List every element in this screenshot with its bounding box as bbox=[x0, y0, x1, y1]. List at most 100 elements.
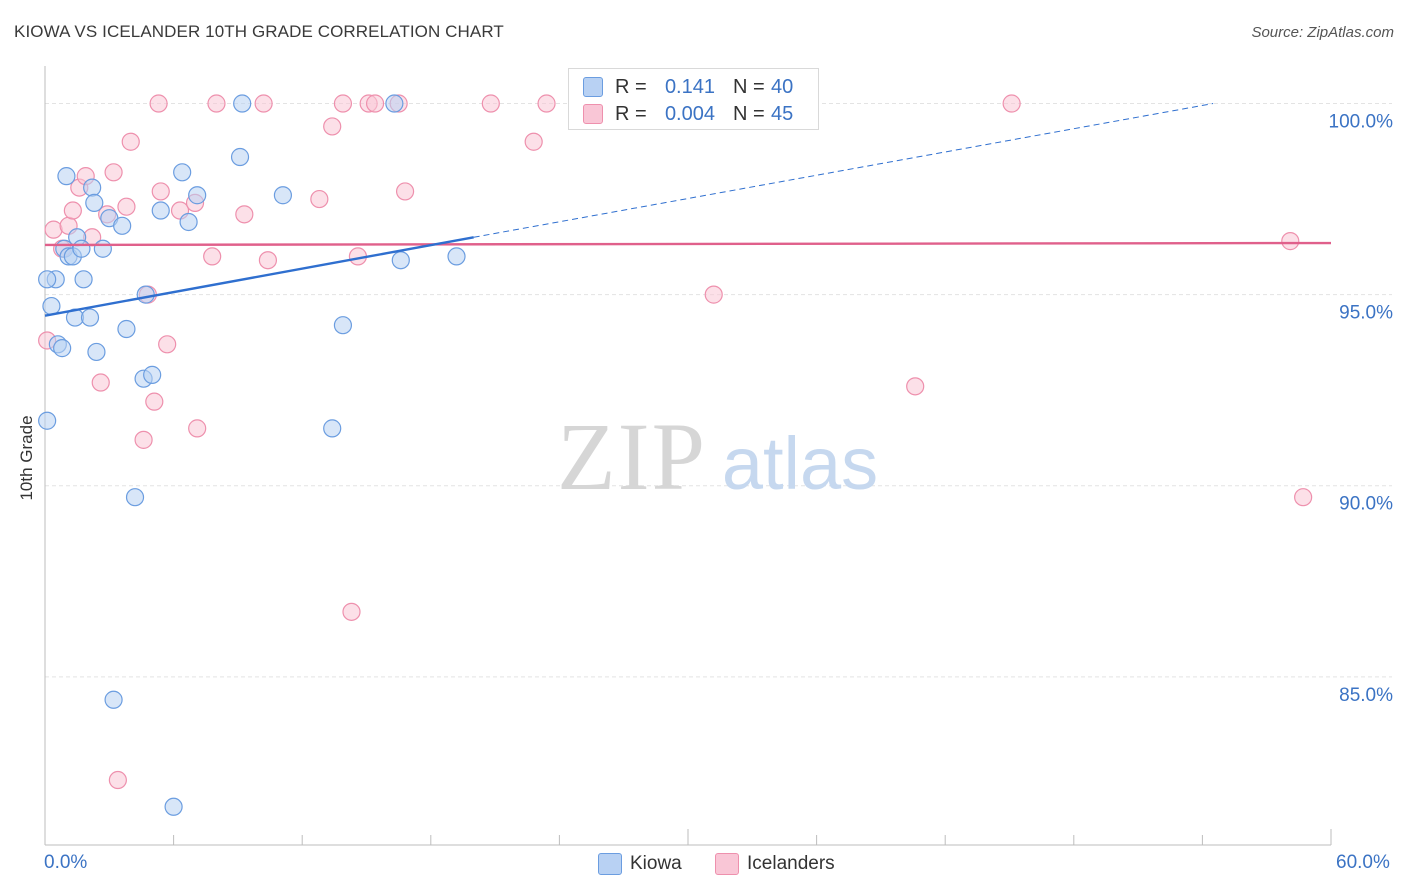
icelanders-point bbox=[258, 251, 278, 270]
kiowa-point bbox=[143, 365, 162, 384]
kiowa-n-value: 40 bbox=[771, 75, 794, 98]
kiowa-point bbox=[173, 163, 192, 182]
icelanders-point bbox=[203, 247, 222, 266]
kiowa-point bbox=[188, 186, 207, 205]
kiowa-point bbox=[233, 94, 252, 113]
icelanders-point bbox=[524, 132, 543, 151]
icelanders-trend-line bbox=[44, 241, 1332, 247]
kiowa-point bbox=[323, 419, 342, 438]
kiowa-point bbox=[57, 167, 76, 186]
kiowa-points bbox=[38, 94, 466, 816]
trend-lines bbox=[44, 103, 1332, 317]
legend-item-kiowa: Kiowa bbox=[598, 852, 682, 876]
kiowa-point bbox=[273, 186, 293, 205]
icelanders-point bbox=[104, 163, 123, 182]
kiowa-point bbox=[151, 201, 170, 220]
kiowa-trend-extension bbox=[473, 103, 1214, 238]
kiowa-point bbox=[104, 690, 123, 709]
y-tick-label: 90.0% bbox=[1339, 494, 1393, 515]
kiowa-point bbox=[125, 488, 145, 507]
icelanders-point bbox=[44, 220, 63, 239]
icelanders-point bbox=[254, 94, 273, 113]
icelanders-point bbox=[134, 430, 153, 449]
kiowa-point bbox=[74, 270, 93, 289]
icelanders-point bbox=[1294, 488, 1313, 507]
y-tick-label: 85.0% bbox=[1339, 685, 1393, 706]
kiowa-point bbox=[391, 251, 410, 270]
kiowa-point bbox=[83, 178, 102, 197]
kiowa-trend-line bbox=[44, 236, 474, 317]
kiowa-point bbox=[164, 797, 183, 816]
n-label: N = bbox=[733, 75, 765, 98]
kiowa-point bbox=[113, 216, 132, 235]
icelanders-point bbox=[323, 117, 342, 136]
kiowa-point bbox=[53, 339, 72, 358]
icelanders-point bbox=[188, 419, 207, 438]
icelanders-point bbox=[63, 201, 82, 220]
icelanders-point bbox=[108, 770, 127, 790]
legend-item-icelanders: Icelanders bbox=[715, 852, 835, 876]
gridlines bbox=[45, 103, 1392, 678]
icelanders-legend-label: Icelanders bbox=[747, 853, 835, 874]
axis-ticks bbox=[44, 829, 1332, 845]
icelanders-point bbox=[151, 182, 170, 201]
icelanders-point bbox=[149, 94, 168, 113]
icelanders-point bbox=[1281, 232, 1300, 251]
kiowa-point bbox=[85, 193, 104, 212]
kiowa-point bbox=[80, 308, 100, 327]
x-tick-label-min: 0.0% bbox=[44, 852, 88, 873]
kiowa-r-value: 0.141 bbox=[664, 75, 715, 98]
icelanders-legend-swatch bbox=[715, 853, 739, 875]
y-tick-label: 100.0% bbox=[1329, 112, 1394, 133]
icelanders-point bbox=[158, 335, 177, 354]
kiowa-point bbox=[42, 296, 61, 316]
kiowa-point bbox=[87, 342, 106, 362]
kiowa-point bbox=[72, 239, 91, 258]
kiowa-point bbox=[179, 212, 198, 232]
icelanders-point bbox=[333, 94, 353, 113]
kiowa-legend-label: Kiowa bbox=[630, 853, 682, 874]
icelanders-point bbox=[342, 602, 361, 621]
y-tick-labels: 85.0% 90.0% 95.0% 100.0% bbox=[1329, 112, 1394, 706]
icelanders-point bbox=[704, 285, 723, 304]
icelanders-point bbox=[207, 94, 226, 113]
icelanders-r-value: 0.004 bbox=[664, 102, 715, 125]
icelanders-point bbox=[365, 94, 385, 113]
icelanders-point bbox=[235, 205, 254, 224]
y-tick-label: 95.0% bbox=[1339, 303, 1393, 324]
r-label: R = bbox=[615, 75, 647, 98]
kiowa-point bbox=[38, 270, 57, 289]
icelanders-point bbox=[310, 189, 329, 209]
kiowa-point bbox=[385, 94, 404, 113]
chart-title: KIOWA VS ICELANDER 10TH GRADE CORRELATIO… bbox=[14, 22, 504, 41]
icelanders-point bbox=[91, 373, 110, 392]
r-label: R = bbox=[615, 102, 647, 125]
kiowa-point bbox=[93, 239, 112, 258]
kiowa-point bbox=[333, 316, 353, 335]
kiowa-point bbox=[117, 319, 136, 339]
kiowa-legend-swatch bbox=[598, 853, 622, 875]
kiowa-point bbox=[230, 147, 250, 167]
kiowa-swatch bbox=[583, 77, 603, 97]
source-credit: Source: ZipAtlas.com bbox=[1251, 24, 1394, 41]
icelanders-n-value: 45 bbox=[771, 102, 794, 125]
legend-row-kiowa: R = 0.141 N = 40 bbox=[583, 75, 793, 99]
kiowa-point bbox=[136, 285, 155, 304]
watermark-zip: ZIP bbox=[557, 403, 707, 510]
icelanders-point bbox=[481, 94, 500, 113]
icelanders-swatch bbox=[583, 104, 603, 124]
x-tick-label-max: 60.0% bbox=[1336, 852, 1390, 873]
watermark-atlas: atlas bbox=[722, 422, 878, 505]
stats-legend: R = 0.141 N = 40 R = 0.004 N = 45 bbox=[568, 68, 819, 130]
watermark: ZIP atlas bbox=[557, 403, 878, 510]
icelanders-point bbox=[121, 132, 140, 151]
legend-row-icelanders: R = 0.004 N = 45 bbox=[583, 102, 793, 126]
icelanders-point bbox=[1002, 94, 1021, 113]
icelanders-point bbox=[537, 94, 556, 113]
n-label: N = bbox=[733, 102, 765, 125]
icelanders-point bbox=[395, 182, 415, 201]
icelanders-point bbox=[906, 377, 925, 396]
kiowa-point bbox=[447, 247, 466, 266]
icelanders-point bbox=[117, 197, 136, 216]
